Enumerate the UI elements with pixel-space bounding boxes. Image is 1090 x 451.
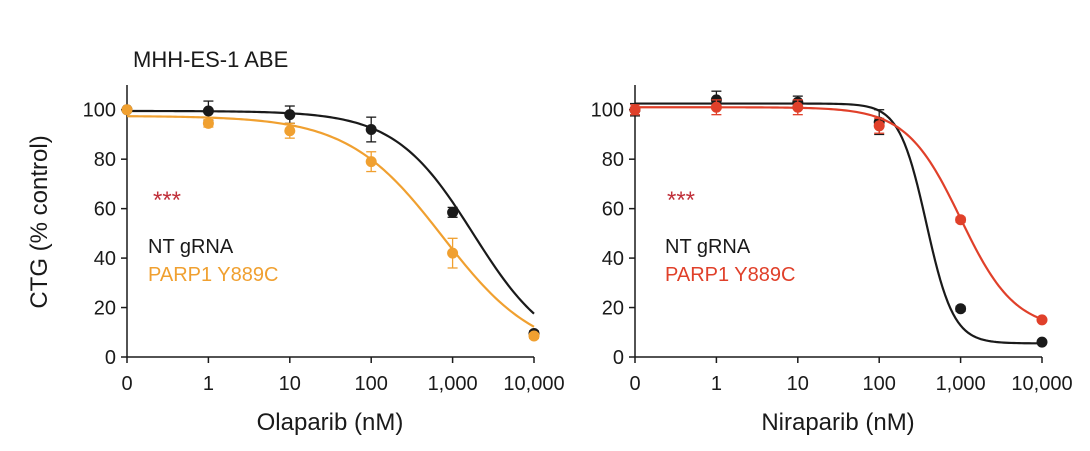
data-point-parp1-y889c — [629, 104, 641, 116]
y-tick-label: 60 — [94, 199, 116, 221]
data-point-parp1-y889c — [447, 247, 459, 259]
fit-curve-nt-grna — [635, 102, 1043, 345]
x-tick-label: 1,000 — [936, 373, 986, 395]
data-point-parp1-y889c — [955, 214, 967, 226]
legend-parp1-y889c: PARP1 Y889C — [148, 264, 278, 286]
data-point-parp1-y889c — [528, 330, 540, 342]
data-point-nt-grna — [1036, 336, 1048, 348]
y-tick-label: 40 — [94, 248, 116, 270]
data-point-nt-grna — [202, 105, 214, 117]
data-point-parp1-y889c — [873, 120, 885, 132]
data-point-parp1-y889c — [1036, 314, 1048, 326]
x-tick-label: 100 — [355, 373, 388, 395]
x-tick-label: 1 — [711, 373, 722, 395]
x-tick-label: 0 — [629, 373, 640, 395]
y-tick-label: 20 — [94, 298, 116, 320]
y-tick-label: 20 — [602, 298, 624, 320]
fit-curve-parp1-y889c — [126, 115, 535, 328]
data-point-parp1-y889c — [121, 104, 133, 116]
x-tick-label: 1,000 — [428, 373, 478, 395]
x-axis-title: Olaparib (nM) — [257, 409, 404, 436]
data-point-nt-grna — [447, 206, 459, 218]
data-point-nt-grna — [284, 109, 296, 121]
y-tick-label: 100 — [591, 100, 624, 122]
panel-title: MHH-ES-1 ABE — [133, 47, 288, 72]
panel-niraparib: Niraparib (nM) *** NT gRNA PARP1 Y889C 0… — [591, 85, 1073, 436]
y-tick-label: 80 — [94, 149, 116, 171]
x-tick-label: 1 — [203, 373, 214, 395]
panel-olaparib: MHH-ES-1 ABE CTG (% control) Olaparib (n… — [26, 47, 565, 436]
plot-area: 0 20 40 60 80 100 0 1 10 100 1,000 10,000 — [83, 85, 565, 395]
y-tick-label: 60 — [602, 199, 624, 221]
legend-nt-grna: NT gRNA — [665, 236, 751, 258]
data-point-nt-grna — [365, 124, 377, 136]
data-point-nt-grna — [955, 303, 967, 315]
y-tick-label: 40 — [602, 248, 624, 270]
significance-marker: *** — [153, 187, 181, 214]
x-axis-title: Niraparib (nM) — [761, 409, 914, 436]
x-tick-label: 10,000 — [1011, 373, 1072, 395]
data-point-parp1-y889c — [792, 101, 804, 113]
y-tick-label: 0 — [613, 347, 624, 369]
data-point-parp1-y889c — [710, 101, 722, 113]
x-tick-label: 10 — [279, 373, 301, 395]
data-point-parp1-y889c — [202, 117, 214, 129]
legend-nt-grna: NT gRNA — [148, 236, 234, 258]
y-axis-title: CTG (% control) — [26, 135, 53, 308]
y-tick-label: 80 — [602, 149, 624, 171]
fit-curve-nt-grna — [127, 109, 535, 315]
y-tick-label: 100 — [83, 100, 116, 122]
x-tick-label: 100 — [863, 373, 896, 395]
legend-parp1-y889c: PARP1 Y889C — [665, 264, 795, 286]
x-tick-label: 10,000 — [503, 373, 564, 395]
y-tick-label: 0 — [105, 347, 116, 369]
fit-curve-parp1-y889c — [635, 106, 1043, 321]
plot-area: 0 20 40 60 80 100 0 1 10 100 1,000 10,000 — [591, 85, 1073, 395]
data-point-parp1-y889c — [284, 125, 296, 137]
significance-marker: *** — [667, 187, 695, 214]
data-point-parp1-y889c — [365, 156, 377, 168]
x-tick-label: 0 — [121, 373, 132, 395]
x-tick-label: 10 — [787, 373, 809, 395]
